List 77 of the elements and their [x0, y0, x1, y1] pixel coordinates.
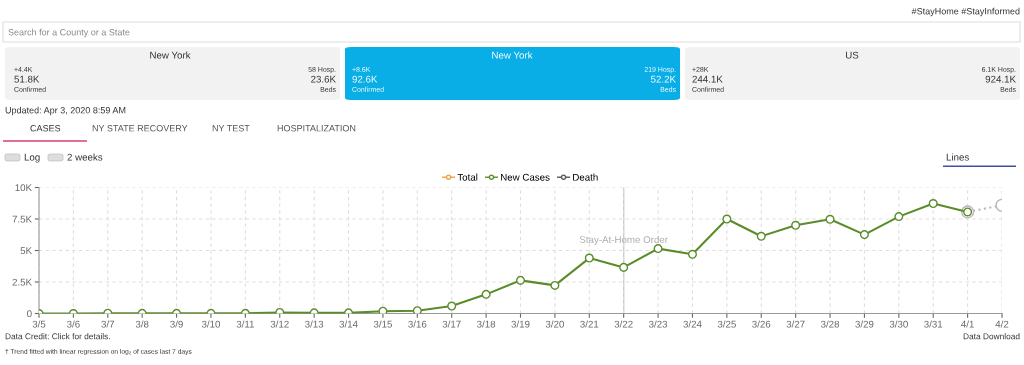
x-tick-label: 3/20	[545, 320, 564, 328]
point	[722, 214, 732, 224]
point	[412, 306, 422, 314]
x-tick-label: 3/29	[855, 320, 874, 328]
text: US	[846, 51, 859, 59]
point	[756, 231, 766, 241]
y-tick-label: 2.5K	[12, 278, 32, 286]
text: NY STATE RECOVERY	[92, 125, 188, 132]
x-tick-label: 3/12	[270, 320, 289, 328]
x-tick-label: 3/18	[477, 320, 496, 328]
text: 92.6K	[352, 75, 378, 83]
x-tick-label: 3/5	[32, 320, 46, 328]
legend-label: Death	[573, 173, 598, 181]
point	[894, 212, 904, 222]
text: Log	[24, 153, 40, 163]
text: Updated: Apr 3, 2020 8:59 AM	[5, 106, 126, 116]
legend-label: Total	[457, 173, 478, 181]
x-tick-label: 3/10	[201, 320, 221, 328]
x-tick-label: 3/11	[236, 320, 254, 328]
x-tick-label: 3/22	[614, 320, 633, 328]
y-tick-label: 10K	[15, 184, 32, 192]
point	[619, 262, 629, 272]
x-tick-label: 3/6	[67, 320, 80, 328]
point	[447, 301, 457, 311]
point	[687, 249, 697, 259]
point	[928, 198, 938, 209]
point	[515, 275, 526, 285]
text: 2 weeks	[67, 153, 103, 161]
x-tick-label: 3/9	[170, 320, 183, 328]
x-tick-label: 3/14	[339, 320, 358, 328]
x-tick-label: 3/8	[135, 320, 149, 328]
point	[791, 220, 801, 230]
point	[481, 289, 491, 299]
x-tick-label: 3/15	[373, 320, 392, 328]
y-tick-label: 0	[27, 310, 32, 318]
x-tick-label: 3/13	[305, 320, 324, 328]
text: 23.6K	[311, 75, 336, 83]
text: New York	[150, 51, 191, 59]
x-tick-label: 3/19	[511, 320, 530, 328]
text: 924.1K	[985, 75, 1016, 83]
text: 51.8K	[14, 75, 40, 83]
text: Data Download	[963, 333, 1020, 340]
x-tick-label: 3/24	[683, 320, 702, 328]
x-tick-label: 3/17	[442, 320, 461, 328]
x-tick-label: 4/1	[961, 320, 974, 328]
x-tick-label: 3/16	[408, 320, 427, 328]
x-tick-label: 3/23	[648, 320, 668, 328]
text: CASES	[30, 125, 61, 132]
point	[825, 214, 835, 224]
x-tick-label: 3/7	[101, 320, 115, 328]
y-tick-label: 7.5K	[12, 215, 32, 223]
point	[653, 244, 663, 254]
text: NY TEST	[212, 125, 250, 132]
point	[550, 280, 560, 290]
text: HOSPITALIZATION	[277, 125, 356, 132]
text: New York	[492, 51, 533, 59]
x-tick-label: 3/28	[820, 320, 840, 328]
text: Lines	[946, 153, 969, 161]
legend-label: New Cases	[501, 173, 550, 181]
point	[275, 307, 285, 314]
text: Search for a County or a State	[8, 28, 130, 38]
x-tick-label: 3/31	[924, 320, 943, 328]
x-tick-label: 3/30	[889, 320, 908, 328]
point	[584, 253, 594, 263]
x-tick-label: 4/2	[995, 320, 1009, 328]
x-tick-label: 3/21	[580, 320, 599, 328]
point	[378, 306, 388, 314]
y-tick-label: 5K	[20, 247, 32, 255]
point	[859, 230, 869, 240]
text: 52.2K	[650, 75, 676, 83]
text: Data Credit: Click for details.	[5, 333, 110, 340]
x-tick-label: 3/27	[786, 320, 805, 328]
text: #StayHome #StayInformed	[911, 7, 1020, 17]
text: 244.1K	[692, 75, 723, 83]
ref-line-label: Stay-At-Home Order	[579, 235, 668, 245]
x-tick-label: 3/25	[717, 320, 736, 328]
x-tick-label: 3/26	[752, 320, 771, 328]
